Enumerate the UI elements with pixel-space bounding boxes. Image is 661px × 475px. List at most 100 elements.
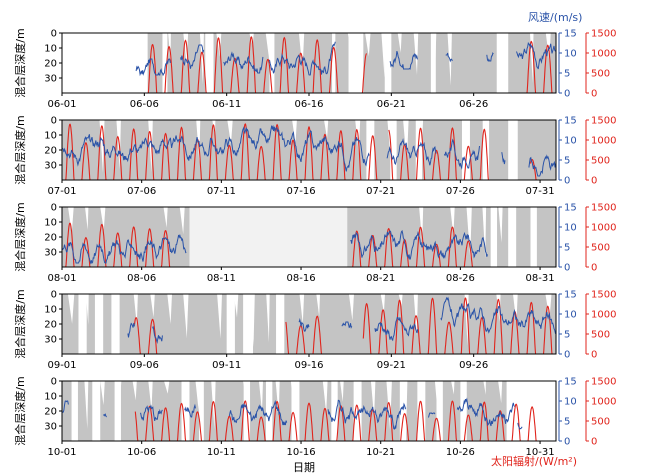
x-tick-label: 07-26 bbox=[446, 186, 475, 197]
mld-shallow-gap bbox=[348, 294, 354, 321]
mld-shallow-gap bbox=[150, 294, 155, 318]
radiation-tick-label: 0 bbox=[591, 263, 597, 274]
x-tick-label: 10-21 bbox=[366, 447, 395, 458]
panel-07: 0 10 20 30 0 5 10 15 0 500 1000 1500 07-01 07-06 07-11… bbox=[13, 115, 616, 197]
mld-tick-label: 10 bbox=[44, 218, 57, 229]
mld-gap bbox=[111, 294, 120, 354]
mld-gap bbox=[348, 33, 364, 93]
panel-10: 0 10 20 30 0 5 10 15 0 500 1000 1500 10-01 10-06 10-11… bbox=[13, 376, 616, 458]
wind-tick-label: 15 bbox=[564, 290, 577, 301]
x-tick-label: 06-06 bbox=[130, 99, 159, 110]
mld-gap bbox=[496, 33, 509, 93]
mld-gap bbox=[508, 207, 517, 267]
wind-series bbox=[298, 317, 310, 332]
mld-light-area bbox=[189, 207, 348, 267]
x-tick-label: 07-11 bbox=[207, 186, 236, 197]
radiation-series bbox=[62, 222, 171, 267]
radiation-tick-label: 500 bbox=[591, 69, 610, 80]
wind-series bbox=[62, 400, 69, 413]
wind-series bbox=[389, 50, 418, 70]
mld-shallow-gap bbox=[498, 207, 503, 243]
mld-gap bbox=[415, 120, 423, 180]
radiation-tick-label: 1000 bbox=[591, 310, 616, 321]
x-tick-label: 08-31 bbox=[526, 273, 555, 284]
wind-series bbox=[223, 51, 264, 74]
mld-gap bbox=[384, 33, 392, 93]
mld-tick-label: 20 bbox=[44, 233, 57, 244]
wind-series bbox=[456, 397, 515, 427]
mld-gap bbox=[94, 294, 104, 354]
mld-gap bbox=[508, 120, 518, 180]
radiation-series bbox=[62, 123, 378, 180]
mld-gap bbox=[331, 381, 338, 441]
x-tick-label: 09-26 bbox=[459, 360, 488, 371]
radiation-series bbox=[358, 53, 367, 93]
x-tick-label: 07-16 bbox=[287, 186, 316, 197]
mld-shallow-gap bbox=[183, 294, 189, 339]
panel-plot-06 bbox=[135, 33, 556, 93]
wind-series bbox=[180, 44, 205, 69]
mld-gap bbox=[417, 381, 426, 441]
wind-series bbox=[184, 403, 196, 418]
mld-tick-label: 30 bbox=[44, 161, 57, 172]
mld-gap bbox=[490, 207, 498, 267]
radiation-tick-label: 0 bbox=[591, 89, 597, 100]
mld-shallow-gap bbox=[68, 207, 74, 233]
mld-axis-title: 混合层深度/m bbox=[13, 202, 27, 271]
x-tick-label: 09-01 bbox=[47, 360, 76, 371]
wind-series bbox=[374, 316, 419, 342]
radiation-tick-label: 1500 bbox=[591, 203, 616, 214]
x-tick-label: 07-31 bbox=[526, 186, 555, 197]
mld-gap bbox=[269, 33, 275, 93]
mld-shallow-gap bbox=[133, 294, 138, 326]
mld-shallow-gap bbox=[413, 33, 419, 76]
wind-tick-label: 10 bbox=[564, 223, 577, 234]
radiation-series bbox=[388, 127, 490, 180]
wind-tick-label: 0 bbox=[564, 350, 570, 361]
wind-tick-label: 5 bbox=[564, 417, 570, 428]
x-tick-label: 07-21 bbox=[366, 186, 395, 197]
wind-tick-label: 10 bbox=[564, 49, 577, 60]
mld-shallow-gap bbox=[398, 294, 403, 306]
radiation-tick-label: 1000 bbox=[591, 397, 616, 408]
radiation-tick-label: 500 bbox=[591, 156, 610, 167]
panel-plot-10 bbox=[62, 381, 541, 441]
mld-shallow-gap bbox=[85, 207, 89, 230]
wind-series bbox=[62, 124, 370, 172]
wind-series bbox=[152, 326, 163, 344]
mld-area bbox=[62, 120, 556, 180]
wind-series bbox=[140, 404, 163, 422]
wind-series bbox=[386, 138, 437, 166]
mld-shallow-gap bbox=[299, 294, 305, 324]
radiation-series bbox=[362, 297, 556, 354]
wind-series bbox=[516, 41, 556, 70]
wind-series bbox=[341, 321, 353, 329]
mld-shallow-gap bbox=[258, 381, 263, 412]
x-tick-label: 09-16 bbox=[294, 360, 323, 371]
x-tick-label: 08-01 bbox=[47, 273, 76, 284]
wind-tick-label: 0 bbox=[564, 437, 570, 448]
mld-tick-label: 0 bbox=[51, 116, 57, 127]
wind-series bbox=[501, 152, 506, 165]
wind-series bbox=[445, 52, 453, 63]
x-tick-label: 08-16 bbox=[287, 273, 316, 284]
wind-series bbox=[486, 51, 494, 63]
mld-gap bbox=[390, 120, 397, 180]
mld-shallow-gap bbox=[316, 294, 320, 317]
mld-shallow-gap bbox=[100, 381, 105, 406]
mld-shallow-gap bbox=[164, 381, 170, 394]
x-tick-label: 09-21 bbox=[377, 360, 406, 371]
mld-shallow-gap bbox=[403, 120, 409, 163]
mld-shallow-gap bbox=[163, 207, 168, 228]
wind-tick-label: 10 bbox=[564, 136, 577, 147]
wind-series bbox=[135, 58, 171, 77]
mld-area bbox=[62, 207, 190, 267]
mld-area bbox=[62, 294, 556, 354]
mld-gap bbox=[71, 381, 78, 441]
mld-tick-label: 20 bbox=[44, 320, 57, 331]
mld-shallow-gap bbox=[67, 294, 75, 324]
mld-gap bbox=[332, 33, 336, 93]
panel-plot-09 bbox=[62, 294, 556, 354]
mld-shallow-gap bbox=[340, 381, 344, 402]
